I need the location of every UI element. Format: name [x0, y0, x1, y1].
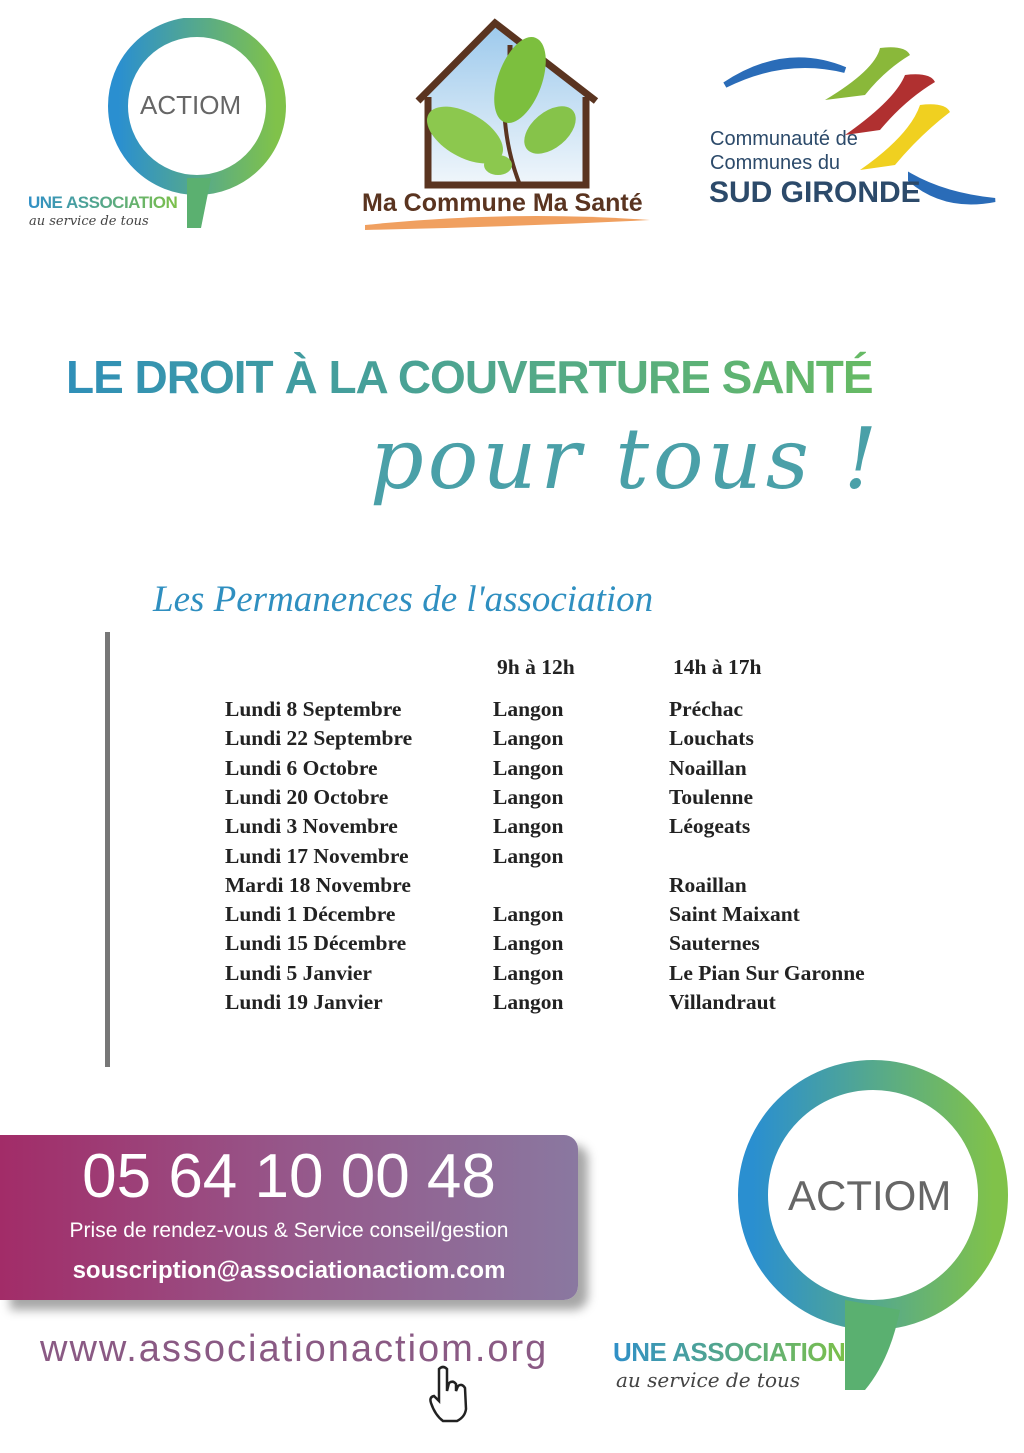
header-afternoon: 14h à 17h	[673, 655, 762, 679]
actiom-wordmark: ACTIOM	[140, 90, 242, 120]
row-date: Lundi 19 Janvier	[225, 990, 383, 1014]
row-afternoon-location: Louchats	[669, 726, 754, 751]
row-morning-location: Langon	[493, 784, 564, 809]
sud-gironde-logo: Communauté de Communes du SUD GIRONDE	[705, 40, 1005, 220]
sud-gironde-line1: Communauté de	[710, 128, 858, 150]
vertical-divider	[105, 632, 110, 1067]
row-afternoon-location: Roaillan	[669, 872, 747, 897]
row-date: Lundi 5 Janvier	[225, 960, 372, 985]
row-morning-location: Langon	[493, 726, 564, 751]
row-date: Lundi 8 Septembre	[225, 697, 402, 721]
row-morning-location: Langon	[493, 960, 564, 985]
sud-gironde-line3: SUD GIRONDE	[709, 176, 921, 209]
row-date: Lundi 1 Décembre	[225, 902, 396, 927]
row-date: Lundi 15 Décembre	[225, 931, 407, 956]
actiom-tagline-script: au service de tous	[616, 1368, 801, 1392]
email-link[interactable]: souscription@associationactiom.com	[72, 1257, 506, 1284]
row-afternoon-location: Toulenne	[669, 784, 754, 809]
row-morning-location: Langon	[493, 814, 564, 839]
schedule-header: 9h à 12h 14h à 17h	[0, 655, 1000, 684]
row-morning-location: Langon	[493, 931, 564, 956]
row-afternoon-location: Saint Maixant	[669, 902, 800, 927]
row-morning-location: Langon	[493, 902, 564, 927]
waves-icon	[723, 47, 996, 205]
schedule-row: Lundi 1 Décembre Langon Saint Maixant	[0, 902, 1000, 931]
actiom-tagline: UNE ASSOCIATION	[613, 1337, 846, 1367]
schedule-row: Lundi 17 Novembre Langon	[0, 844, 1000, 873]
schedule-row: Lundi 20 Octobre Langon Toulenne	[0, 785, 1000, 814]
row-afternoon-location: Préchac	[669, 697, 744, 721]
schedule-row: Lundi 6 Octobre Langon Noaillan	[0, 756, 1000, 785]
row-morning-location: Langon	[493, 697, 564, 721]
contact-description: Prise de rendez-vous & Service conseil/g…	[69, 1219, 509, 1242]
hand-pointer-icon	[429, 1365, 468, 1423]
sud-gironde-line2: Communes du	[710, 152, 841, 174]
schedule-row: Lundi 22 Septembre Langon Louchats	[0, 726, 1000, 755]
website-link[interactable]: www.associationactiom.org	[40, 1328, 549, 1370]
row-morning-location: Langon	[493, 990, 564, 1014]
schedule-row: Lundi 8 Septembre Langon Préchac	[0, 697, 1000, 726]
row-date: Mardi 18 Novembre	[225, 872, 411, 897]
actiom-wordmark: ACTIOM	[788, 1172, 952, 1219]
row-afternoon-location: Léogeats	[669, 814, 751, 839]
actiom-logo-bottom: ACTIOM UNE ASSOCIATION au service de tou…	[600, 1060, 1020, 1400]
schedule-row: Mardi 18 Novembre Roaillan	[0, 873, 1000, 902]
phone-number[interactable]: 05 64 10 00 48	[82, 1142, 496, 1211]
actiom-tagline-script: au service de tous	[29, 214, 149, 229]
row-afternoon-location: Le Pian Sur Garonne	[669, 960, 865, 985]
ma-commune-wordmark: Ma Commune Ma Santé	[362, 189, 643, 217]
row-morning-location: Langon	[493, 843, 564, 868]
actiom-tagline: UNE ASSOCIATION	[28, 193, 178, 212]
row-morning-location: Langon	[493, 755, 564, 780]
row-afternoon-location: Villandraut	[669, 990, 776, 1014]
actiom-ring-icon	[108, 18, 286, 228]
headline: LE DROIT À LA COUVERTURE SANTÉ	[66, 350, 966, 404]
contact-box: 05 64 10 00 48 Prise de rendez-vous & Se…	[0, 1135, 578, 1300]
row-date: Lundi 17 Novembre	[225, 843, 409, 868]
schedule-row: Lundi 3 Novembre Langon Léogeats	[0, 814, 1000, 843]
row-date: Lundi 3 Novembre	[225, 814, 398, 839]
header-morning: 9h à 12h	[497, 655, 575, 679]
house-leaf-icon	[365, 18, 650, 230]
subtitle: Les Permanences de l'association	[153, 579, 654, 620]
schedule-row: Lundi 15 Décembre Langon Sauternes	[0, 931, 1000, 960]
actiom-ring-icon	[738, 1060, 1008, 1390]
headline-script: pour tous !	[370, 410, 882, 508]
row-afternoon-location: Sauternes	[669, 931, 760, 956]
row-date: Lundi 20 Octobre	[225, 784, 389, 809]
schedule-row: Lundi 19 Janvier Langon Villandraut	[0, 990, 1000, 1019]
actiom-logo-top: ACTIOM UNE ASSOCIATION au service de tou…	[25, 18, 295, 233]
row-date: Lundi 6 Octobre	[225, 755, 378, 780]
ma-commune-ma-sante-logo: Ma Commune Ma Santé	[360, 15, 660, 235]
row-afternoon-location: Noaillan	[669, 755, 747, 780]
row-date: Lundi 22 Septembre	[225, 726, 413, 751]
schedule-row: Lundi 5 Janvier Langon Le Pian Sur Garonne	[0, 961, 1000, 990]
